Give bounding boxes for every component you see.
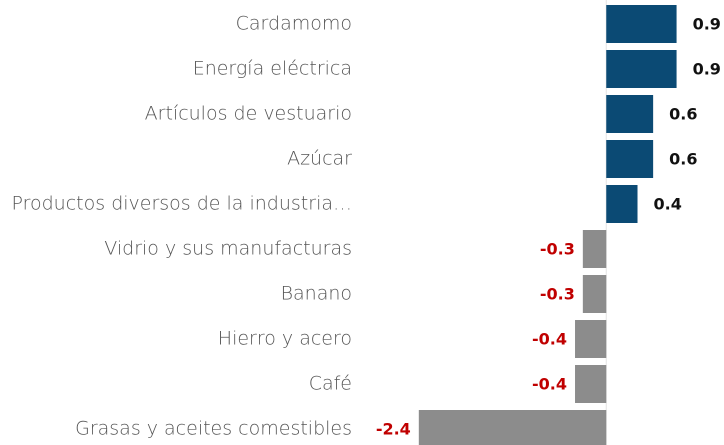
value-label: -0.4 [532,330,567,349]
category-label: Hierro y acero [218,328,352,350]
value-label: -0.4 [532,375,567,394]
value-label: 0.9 [693,60,721,79]
bar [575,320,607,358]
bar [582,230,607,268]
category-label: Grasas y aceites comestibles [75,418,352,440]
bar [606,95,654,133]
bar [575,365,607,403]
bar [418,410,607,445]
bar [582,275,607,313]
value-label: 0.6 [669,105,697,124]
value-label: -0.3 [540,285,575,304]
value-label: 0.6 [669,150,697,169]
bar [606,185,638,223]
category-label: Azúcar [287,148,352,170]
bar [606,140,654,178]
bar [606,5,677,43]
value-label: 0.9 [693,15,721,34]
bar [606,50,677,88]
value-label: 0.4 [654,195,682,214]
category-label: Vidrio y sus manufacturas [104,238,352,260]
value-label: -2.4 [376,420,411,439]
category-label: Productos diversos de la industria… [11,193,352,215]
category-label: Banano [281,283,352,305]
category-label: Café [309,373,352,395]
value-label: -0.3 [540,240,575,259]
category-label: Cardamomo [236,13,352,35]
category-label: Artículos de vestuario [145,103,352,125]
category-label: Energía eléctrica [193,58,352,80]
